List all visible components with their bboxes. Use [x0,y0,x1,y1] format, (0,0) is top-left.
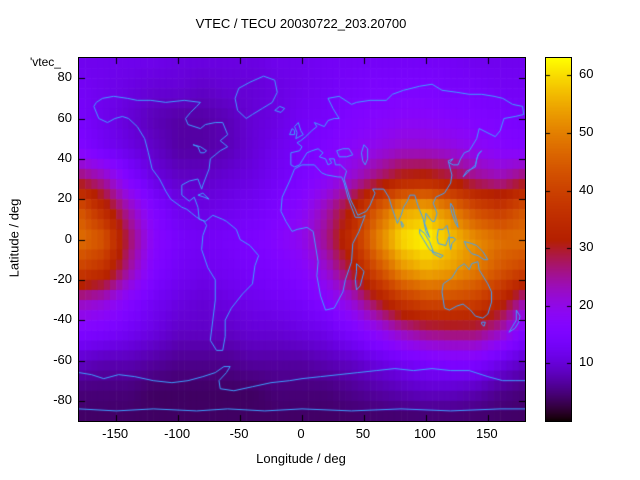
colorbar-tick-label: 40 [579,181,594,197]
colorbar-tick-label: 30 [579,239,594,255]
y-tick-label: -80 [53,391,72,407]
x-tick-label: 150 [475,426,498,441]
y-tick-label: 20 [57,190,72,206]
colorbar-canvas [545,57,572,422]
colorbar-tick-label: 10 [579,354,594,370]
y-tick-label: 60 [57,109,72,125]
colorbar-tick-label: 50 [579,123,594,139]
y-tick-label: 0 [64,230,72,246]
x-tick-label: -50 [229,426,249,441]
heatmap-canvas [78,57,526,422]
x-tick-label: -100 [164,426,191,441]
y-tick-label: 80 [57,69,72,85]
x-tick-label: 50 [355,426,371,441]
y-tick-label: -40 [53,311,72,327]
x-tick-label: -150 [102,426,129,441]
colorbar-tick-label: 60 [579,66,594,82]
colorbar-tick-label: 20 [579,296,594,312]
y-axis-label: Latitude / deg [6,198,22,278]
x-tick-label: 100 [414,426,436,441]
y-tick-label: 40 [57,149,72,165]
x-axis-label: Longitude / deg [256,451,346,466]
y-tick-label: -20 [53,270,72,286]
plot-title: VTEC / TECU 20030722_203.20700 [195,16,407,31]
key-label: 'vtec_ [30,55,61,69]
y-tick-label: -60 [53,351,72,367]
x-tick-label: 0 [297,426,305,441]
